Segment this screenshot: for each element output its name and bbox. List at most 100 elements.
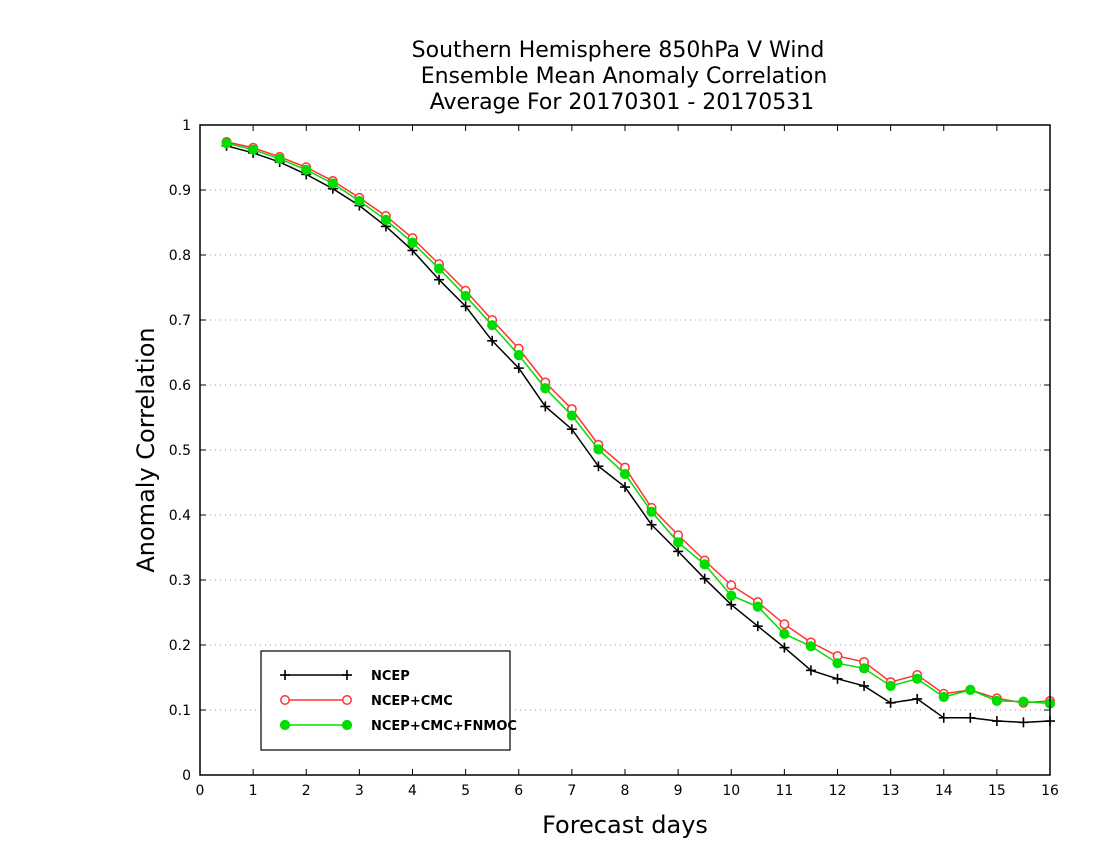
series-line-2 bbox=[226, 142, 1051, 705]
x-tick-label-0: 0 bbox=[196, 783, 205, 799]
legend: NCEP NCEP+CMC NCEP+CMC+FNMOC bbox=[260, 650, 517, 751]
y-tick-label-5: 0.5 bbox=[169, 443, 191, 459]
data-point-0-13 bbox=[566, 424, 577, 435]
legend-entry-2: NCEP+CMC+FNMOC bbox=[279, 719, 517, 734]
data-point-0-15 bbox=[620, 482, 630, 493]
legend-marker-start-1 bbox=[280, 695, 290, 705]
data-point-2-10 bbox=[487, 320, 498, 331]
title-line-3: Average For 20170301 - 20170531 bbox=[430, 90, 815, 115]
data-point-2-3 bbox=[301, 164, 312, 175]
data-point-0-17 bbox=[673, 546, 684, 557]
data-point-2-0 bbox=[221, 138, 232, 149]
data-point-2-29 bbox=[991, 695, 1002, 707]
data-point-2-20 bbox=[752, 601, 763, 612]
data-point-2-26 bbox=[912, 673, 923, 684]
title-line-2: Ensemble Mean Anomaly Correlation bbox=[421, 64, 828, 89]
data-point-0-9 bbox=[460, 301, 471, 312]
legend-marker-start-0 bbox=[280, 670, 290, 680]
y-tick-label-2: 0.2 bbox=[169, 638, 191, 654]
legend-label-1: NCEP+CMC bbox=[371, 694, 453, 709]
legend-marker-end-2 bbox=[341, 719, 353, 731]
series-2 bbox=[221, 138, 1056, 709]
y-tick-label-6: 0.6 bbox=[169, 378, 191, 394]
legend-marker-end-0 bbox=[342, 670, 352, 680]
legend-marker-start-2 bbox=[279, 719, 291, 731]
data-point-0-30 bbox=[1018, 717, 1029, 728]
data-point-2-9 bbox=[460, 290, 471, 302]
x-tick-label-12: 12 bbox=[829, 783, 847, 799]
x-tick-label-15: 15 bbox=[988, 783, 1006, 799]
data-point-2-22 bbox=[805, 641, 817, 652]
data-point-2-25 bbox=[885, 680, 896, 692]
data-point-0-16 bbox=[646, 519, 657, 530]
x-tick-label-14: 14 bbox=[935, 783, 953, 799]
y-tick-label-8: 0.8 bbox=[169, 248, 191, 264]
x-axis-label: Forecast days bbox=[542, 811, 708, 839]
data-point-2-19 bbox=[726, 590, 737, 601]
y-tick-label-1: 0.1 bbox=[169, 703, 191, 719]
x-tick-label-13: 13 bbox=[882, 783, 900, 799]
data-point-2-2 bbox=[274, 153, 285, 164]
x-axis-ticks: 0 1 2 3 4 5 6 7 8 9 10 11 12 13 14 15 16 bbox=[196, 125, 1059, 799]
x-tick-label-11: 11 bbox=[775, 783, 793, 799]
data-point-2-30 bbox=[1018, 696, 1029, 707]
x-tick-label-10: 10 bbox=[722, 783, 740, 799]
y-tick-label-3: 0.3 bbox=[169, 573, 191, 589]
gridlines bbox=[200, 189, 1050, 711]
y-tick-label-9: 0.9 bbox=[169, 183, 191, 199]
data-point-0-19 bbox=[726, 599, 737, 610]
data-point-2-8 bbox=[433, 263, 445, 274]
x-tick-label-2: 2 bbox=[302, 783, 311, 799]
chart-title: Southern Hemisphere 850hPa V Wind Ensemb… bbox=[412, 38, 828, 115]
data-point-2-5 bbox=[354, 195, 365, 207]
data-point-2-13 bbox=[566, 410, 577, 421]
x-tick-label-16: 16 bbox=[1041, 783, 1059, 799]
series-0 bbox=[221, 140, 1055, 728]
data-point-0-12 bbox=[540, 401, 551, 412]
data-point-2-1 bbox=[248, 144, 259, 155]
data-point-0-29 bbox=[991, 716, 1002, 727]
data-series bbox=[221, 136, 1056, 728]
data-point-2-14 bbox=[593, 444, 604, 455]
y-tick-label-7: 0.7 bbox=[169, 313, 191, 329]
data-point-2-23 bbox=[832, 658, 843, 669]
x-tick-label-5: 5 bbox=[461, 783, 470, 799]
y-axis-label: Anomaly Correlation bbox=[132, 327, 160, 572]
data-point-2-4 bbox=[327, 178, 338, 189]
data-point-2-28 bbox=[965, 684, 976, 695]
data-point-0-11 bbox=[513, 363, 524, 374]
y-tick-label-4: 0.4 bbox=[169, 508, 191, 524]
data-point-2-16 bbox=[646, 506, 657, 517]
legend-label-0: NCEP bbox=[371, 669, 410, 684]
series-1 bbox=[221, 136, 1055, 708]
x-tick-label-8: 8 bbox=[621, 783, 630, 799]
legend-marker-end-1 bbox=[342, 695, 352, 705]
y-tick-label-0: 0 bbox=[182, 768, 191, 784]
data-point-0-23 bbox=[832, 673, 843, 684]
data-point-2-15 bbox=[619, 468, 631, 480]
data-point-2-12 bbox=[540, 383, 551, 394]
data-point-0-25 bbox=[885, 697, 896, 708]
data-point-2-18 bbox=[699, 559, 710, 570]
x-tick-label-4: 4 bbox=[408, 783, 417, 799]
x-tick-label-3: 3 bbox=[355, 783, 364, 799]
x-tick-label-7: 7 bbox=[567, 783, 576, 799]
title-line-1: Southern Hemisphere 850hPa V Wind bbox=[412, 38, 825, 63]
data-point-0-27 bbox=[938, 712, 949, 723]
x-tick-label-1: 1 bbox=[249, 783, 258, 799]
data-point-0-24 bbox=[859, 680, 870, 691]
data-point-2-21 bbox=[779, 628, 790, 640]
y-tick-label-10: 1 bbox=[182, 118, 191, 134]
data-point-0-8 bbox=[434, 274, 445, 285]
data-point-0-21 bbox=[779, 642, 790, 653]
series-line-0 bbox=[226, 145, 1051, 724]
data-point-0-14 bbox=[593, 461, 604, 472]
legend-entry-0: NCEP bbox=[280, 669, 410, 684]
legend-entry-1: NCEP+CMC bbox=[280, 694, 453, 709]
data-point-2-24 bbox=[858, 663, 870, 674]
data-point-2-7 bbox=[407, 237, 418, 248]
data-point-1-19 bbox=[726, 580, 737, 591]
series-line-1 bbox=[226, 141, 1051, 704]
